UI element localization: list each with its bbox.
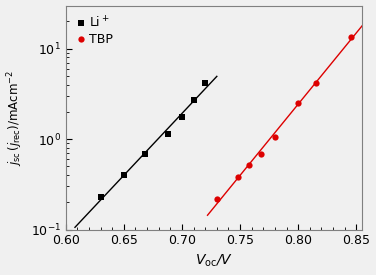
Y-axis label: $j_{\mathrm{sc}}\,(j_{\mathrm{rec}})$/mAcm$^{-2}$: $j_{\mathrm{sc}}\,(j_{\mathrm{rec}})$/mA… <box>6 70 25 166</box>
Li$^+$ <box>166 132 170 135</box>
Legend: Li$^+$, TBP: Li$^+$, TBP <box>72 12 117 50</box>
Line: TBP: TBP <box>214 34 354 202</box>
TBP <box>235 175 240 179</box>
TBP <box>296 101 300 105</box>
Li$^+$ <box>121 174 126 177</box>
Li$^+$ <box>143 153 147 156</box>
TBP <box>313 81 318 84</box>
Li$^+$ <box>98 195 103 199</box>
TBP <box>215 197 219 200</box>
TBP <box>348 35 353 39</box>
TBP <box>247 163 252 166</box>
Li$^+$ <box>191 98 196 102</box>
TBP <box>259 153 263 156</box>
Li$^+$ <box>203 81 208 84</box>
Line: Li$^+$: Li$^+$ <box>97 80 208 200</box>
X-axis label: $V_{\mathrm{oc}}$/V: $V_{\mathrm{oc}}$/V <box>195 253 233 270</box>
TBP <box>273 136 277 139</box>
Li$^+$ <box>180 116 184 119</box>
